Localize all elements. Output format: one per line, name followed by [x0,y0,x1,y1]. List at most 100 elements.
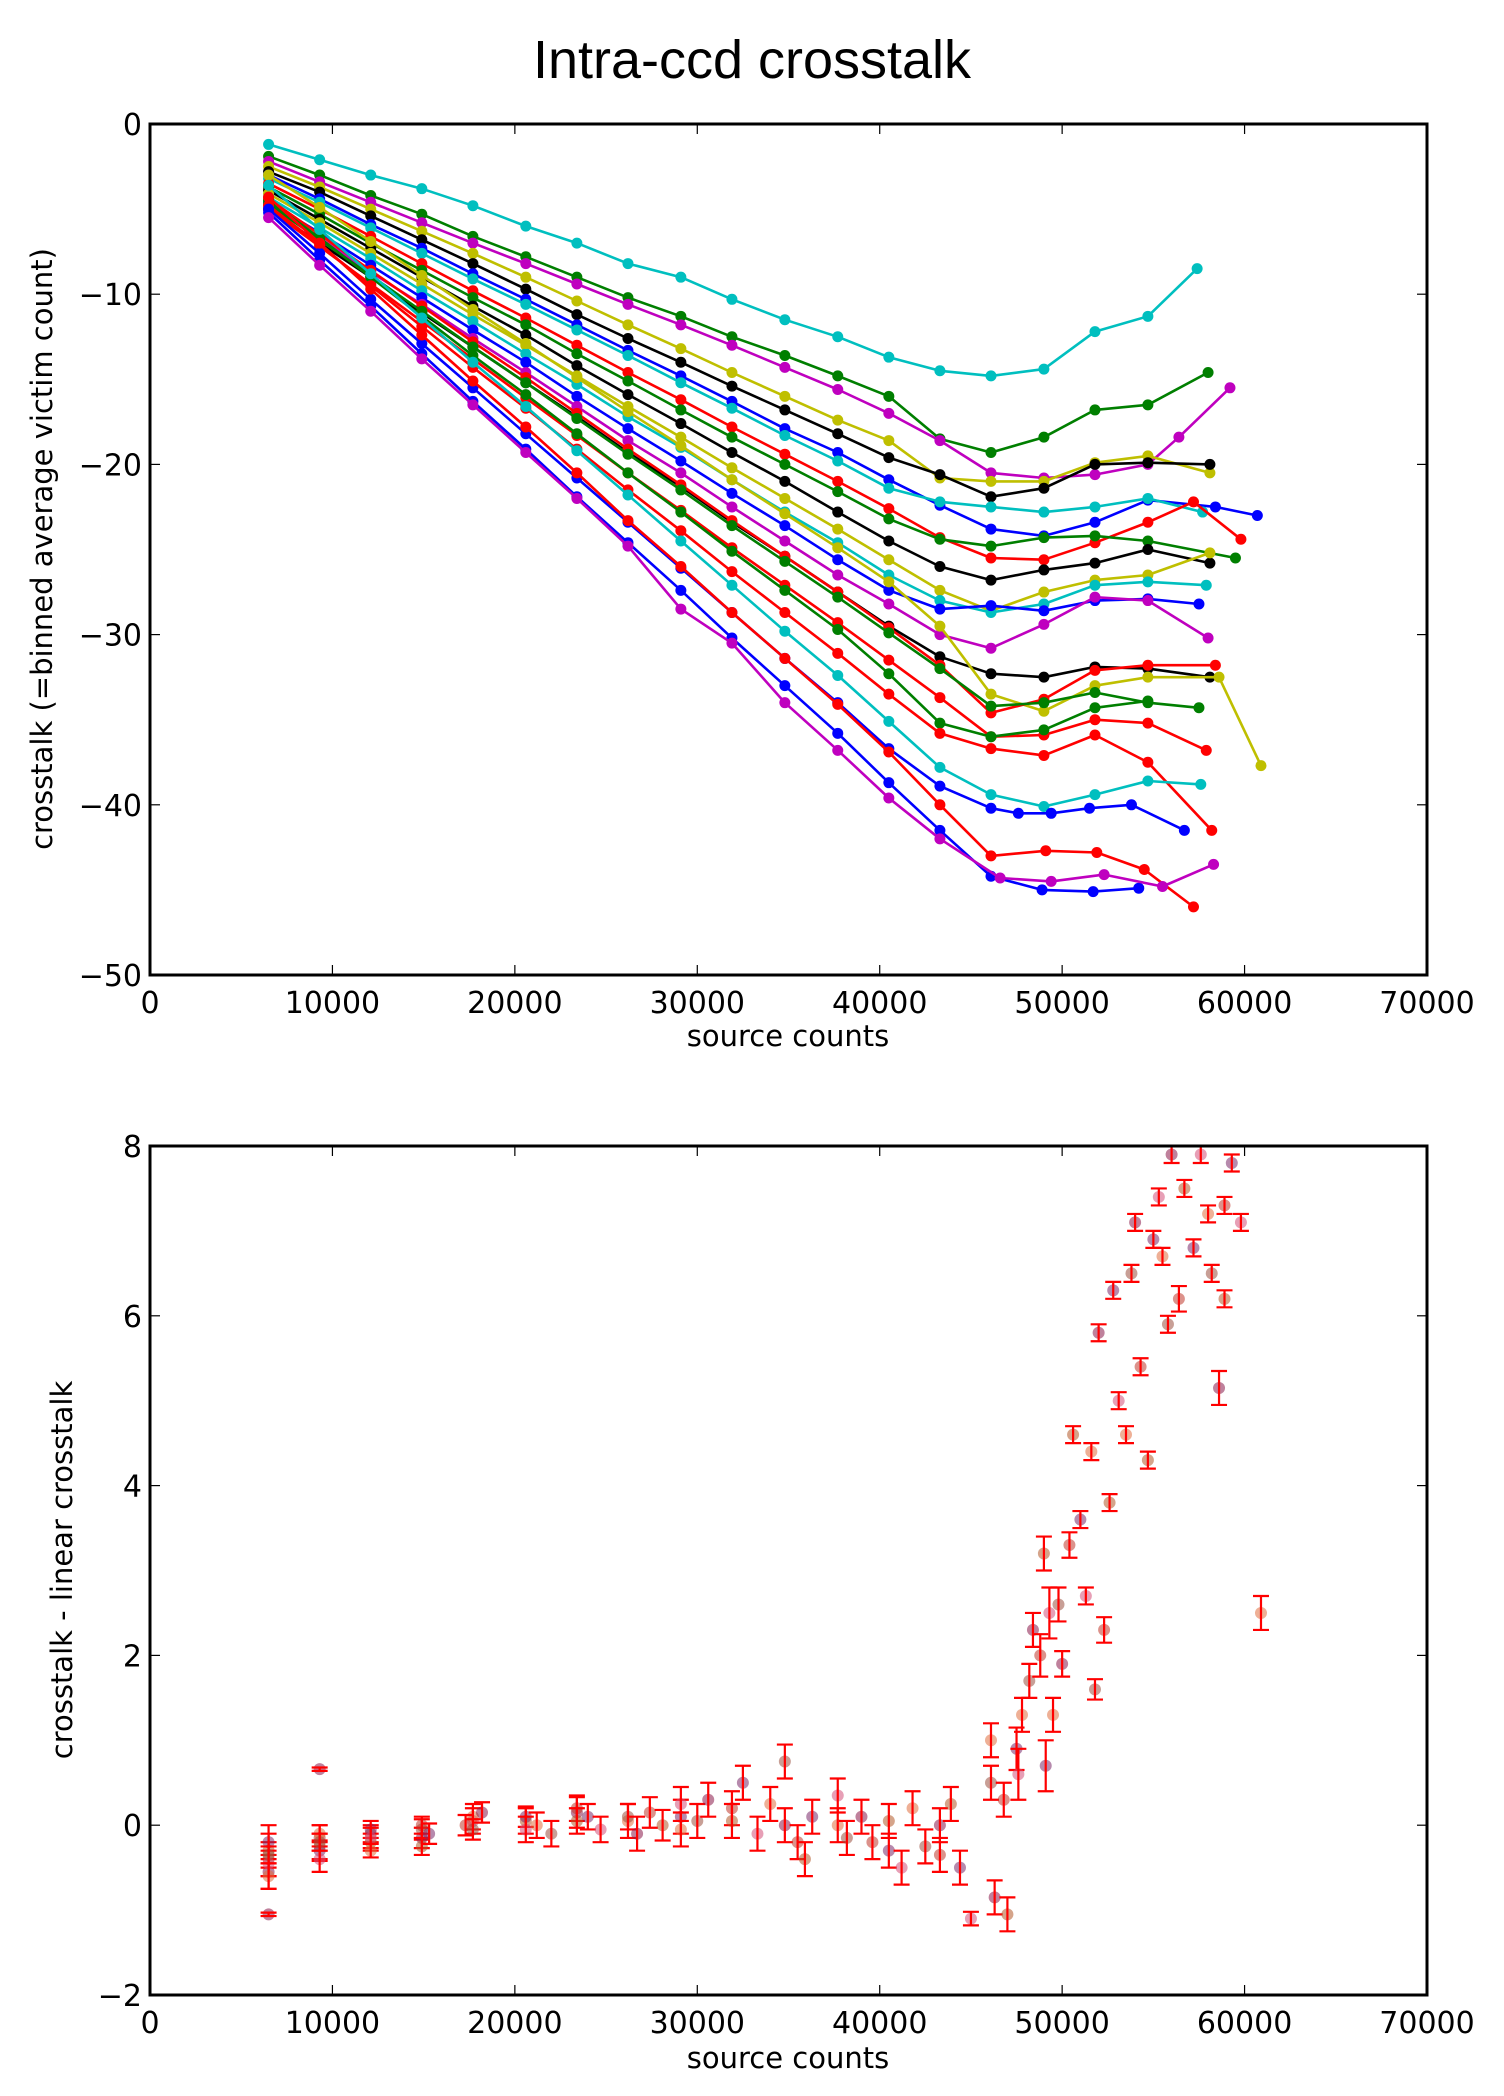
data-point [571,324,583,336]
data-point [675,377,687,389]
data-point [883,503,895,515]
data-point [416,208,428,220]
data-point [1178,824,1190,836]
data-point [675,440,687,452]
data-point [1038,431,1050,443]
data-point [883,576,895,588]
errorbar-point [700,1781,717,1818]
data-point [416,247,428,259]
data-point [934,469,946,481]
data-point [1197,506,1209,518]
y-tick-label: −40 [79,789,142,824]
errorbar-point [1117,1425,1134,1445]
data-point [726,579,738,591]
data-point [675,455,687,467]
data-point [985,446,997,458]
data-point [985,600,997,612]
errorbar-point [723,1802,740,1840]
data-point [571,339,583,351]
data-point [832,331,844,343]
errorbar-point [457,1813,474,1837]
data-point [934,761,946,773]
errorbar-point [917,1828,934,1865]
data-point [985,491,997,503]
data-point [934,365,946,377]
data-point [1195,778,1207,790]
errorbar-point [1127,1212,1144,1233]
data-point [571,445,583,457]
data-point [779,680,791,692]
data-point [1235,533,1247,545]
data-point [883,792,895,804]
data-point [832,384,844,396]
data-point [416,225,428,237]
data-point [520,377,532,389]
data-point [675,394,687,406]
errorbar-point [838,1819,855,1857]
data-point [985,668,997,680]
series-red-5 [263,191,1199,913]
data-point [1089,458,1101,470]
data-point [985,642,997,654]
data-point [467,292,479,304]
errorbar-point [734,1764,751,1801]
data-point [934,692,946,704]
data-point [726,331,738,343]
errorbar-point [1101,1492,1118,1513]
errorbar-point [1216,1289,1233,1309]
data-point [1142,516,1154,528]
series-line [267,174,1263,767]
data-point [416,269,428,281]
data-point [416,329,428,341]
data-point [622,448,634,460]
data-point [1089,664,1101,676]
data-point [1084,802,1096,814]
data-point [1038,532,1050,544]
errorbar-point [1024,1611,1041,1649]
series-olive-3 [263,169,1267,772]
data-point [1038,363,1050,375]
data-point [934,663,946,675]
data-point [1089,702,1101,714]
data-point [1089,789,1101,801]
errorbar-point [260,1908,277,1921]
top-axes: 0 10000 20000 30000 40000 50000 60000 70000 −50 −… [25,108,1475,1053]
errorbar-point [543,1819,560,1848]
data-point [467,247,479,259]
errorbar-point [1185,1238,1202,1258]
data-point [622,366,634,378]
errorbar-point [654,1808,671,1842]
bottom-x-axis-label: source counts [687,2041,889,2075]
errorbar-point [829,1807,846,1844]
data-point [934,533,946,545]
data-point [726,520,738,532]
data-point [675,310,687,322]
errorbar-point [776,1743,793,1780]
errorbar-point [1123,1263,1140,1283]
data-point [985,552,997,564]
data-point [934,496,946,508]
data-point [883,627,895,639]
data-point [994,872,1006,884]
data-point [675,404,687,416]
data-point [1204,467,1216,479]
data-point [416,183,428,195]
data-point [1202,632,1214,644]
errorbar-point [1072,1509,1089,1530]
errorbar-point [592,1815,609,1844]
data-point [1098,869,1110,881]
errorbar-point [1032,1633,1049,1678]
errorbar-point [1065,1425,1082,1445]
data-point [520,338,532,350]
data-point [622,298,634,310]
errorbar-point [1010,1747,1027,1801]
data-point [314,259,326,271]
data-point [883,474,895,486]
errorbar-point [995,1781,1012,1818]
data-point [520,220,532,232]
top-plot-series [263,138,1267,913]
data-point [571,278,583,290]
data-point [832,669,844,681]
data-point [1142,695,1154,707]
data-point [832,446,844,458]
